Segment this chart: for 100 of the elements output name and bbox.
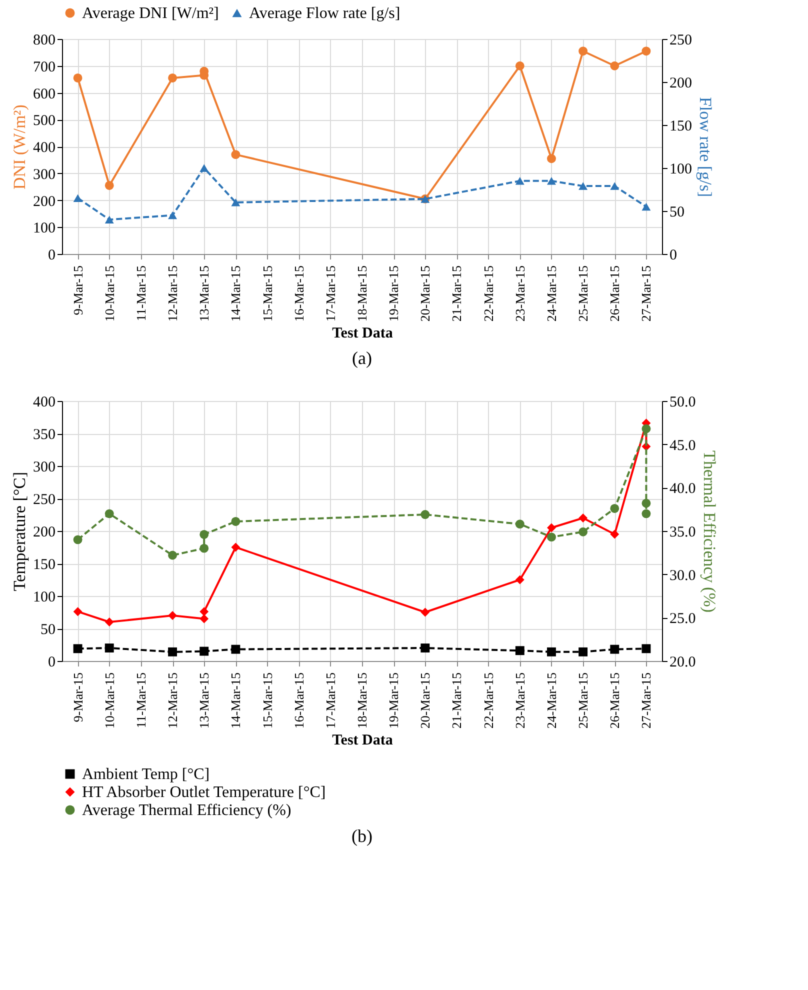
point [642, 424, 651, 434]
x-tick-label: 20-Mar-15 [418, 672, 433, 729]
y2-tick-label: 0 [670, 248, 677, 264]
x-tick-label: 14-Mar-15 [228, 266, 244, 322]
point [200, 646, 209, 656]
legend-label: HT Absorber Outlet Temperature [°C] [82, 784, 326, 801]
x-tick-label: 16-Mar-15 [291, 672, 306, 729]
point [610, 504, 620, 513]
y2-tick-label: 50.0 [670, 394, 696, 410]
point [547, 647, 556, 656]
y2-tick-label: 50 [670, 204, 684, 220]
y2-tick-label: 200 [670, 76, 692, 92]
point [515, 575, 524, 584]
y-tick-label: 200 [33, 524, 56, 540]
legend-label: Average DNI [W/m²] [82, 5, 219, 22]
y2-tick-label: 30.0 [670, 568, 696, 584]
x-tick-label: 9-Mar-15 [70, 672, 86, 722]
point [642, 509, 651, 518]
y-axis-title: Temperature [°C] [10, 472, 29, 592]
x-tick-label: 13-Mar-15 [196, 672, 212, 729]
y2-tick-label: 40.0 [670, 481, 696, 498]
x-tick-label: 12-Mar-15 [165, 266, 180, 322]
y-tick-label: 300 [33, 460, 56, 476]
y2-tick-label: 35.0 [670, 524, 696, 540]
y-tick-label: 250 [33, 492, 56, 508]
x-tick-label: 15-Mar-15 [260, 672, 275, 729]
x-tick-label: 23-Mar-15 [512, 266, 528, 322]
point [200, 607, 209, 616]
x-tick-label: 14-Mar-15 [228, 672, 244, 729]
point [515, 520, 524, 529]
point [610, 61, 620, 70]
y-tick-label: 700 [33, 59, 56, 76]
x-tick-label: 12-Mar-15 [165, 672, 180, 729]
y-tick-label: 50 [40, 622, 56, 638]
point [168, 211, 177, 220]
point [642, 46, 651, 56]
x-tick-label: 21-Mar-15 [449, 266, 464, 322]
point [200, 544, 209, 553]
x-tick-label: 25-Mar-15 [576, 672, 591, 729]
x-tick-label: 9-Mar-15 [70, 266, 86, 316]
point [200, 164, 209, 172]
point [168, 611, 177, 620]
point [231, 542, 240, 552]
x-tick-label: 11-Mar-15 [133, 266, 148, 322]
point [73, 194, 82, 202]
x-tick-label: 25-Mar-15 [576, 266, 591, 322]
point [515, 177, 524, 185]
point [642, 498, 651, 508]
point [547, 532, 556, 542]
y-tick-label: 0 [48, 248, 56, 264]
y2-axis-title: Flow rate [g/s] [696, 96, 715, 198]
x-tick-label: 17-Mar-15 [322, 266, 338, 322]
point [200, 530, 209, 539]
text: (b) [352, 826, 372, 846]
x-tick-label: 27-Mar-15 [638, 672, 654, 729]
text: (a) [352, 348, 372, 368]
legend-label: Average Thermal Efficiency (%) [82, 802, 292, 819]
x-tick-label: 26-Mar-15 [607, 672, 622, 729]
point [547, 523, 556, 532]
point [104, 644, 114, 652]
y-tick-label: 150 [33, 557, 56, 573]
point [420, 608, 430, 617]
y-axis-title: DNI (W/m²) [10, 104, 29, 190]
y-tick-label: 200 [33, 194, 56, 210]
y-tick-label: 600 [33, 86, 56, 102]
point [547, 177, 556, 185]
x-tick-label: 24-Mar-15 [544, 266, 559, 322]
x-tick-label: 16-Mar-15 [291, 266, 306, 322]
point [642, 644, 651, 654]
y-tick-label: 100 [33, 220, 56, 237]
point [515, 646, 524, 656]
point [610, 644, 620, 654]
x-tick-label: 18-Mar-15 [354, 266, 370, 322]
point [104, 618, 114, 626]
y2-tick-label: 20.0 [670, 654, 696, 670]
y2-axis-title: Thermal Efficiency (%) [700, 450, 719, 613]
point [104, 509, 114, 518]
y2-tick-label: 250 [670, 32, 692, 48]
y-tick-label: 400 [33, 394, 56, 410]
y-tick-label: 350 [33, 427, 56, 443]
y2-tick-label: 25.0 [670, 611, 696, 628]
y-tick-label: 400 [33, 140, 56, 156]
point [578, 46, 588, 56]
x-tick-label: 19-Mar-15 [386, 672, 402, 729]
x-tick-label: 10-Mar-15 [102, 672, 117, 729]
point [231, 644, 240, 654]
x-tick-label: 22-Mar-15 [480, 672, 496, 729]
point [578, 647, 588, 656]
point [610, 182, 620, 190]
point [73, 607, 82, 616]
point [200, 614, 209, 624]
y2-tick-label: 150 [670, 118, 692, 134]
point [168, 647, 177, 656]
point [73, 535, 82, 544]
x-tick-label: 18-Mar-15 [354, 672, 370, 729]
x-axis-title: Test Data [332, 326, 394, 342]
legend-label: Average Flow rate [g/s] [249, 5, 400, 22]
legend-label: Ambient Temp [°C] [82, 766, 210, 783]
point [231, 198, 240, 206]
x-tick-label: 15-Mar-15 [260, 266, 275, 322]
